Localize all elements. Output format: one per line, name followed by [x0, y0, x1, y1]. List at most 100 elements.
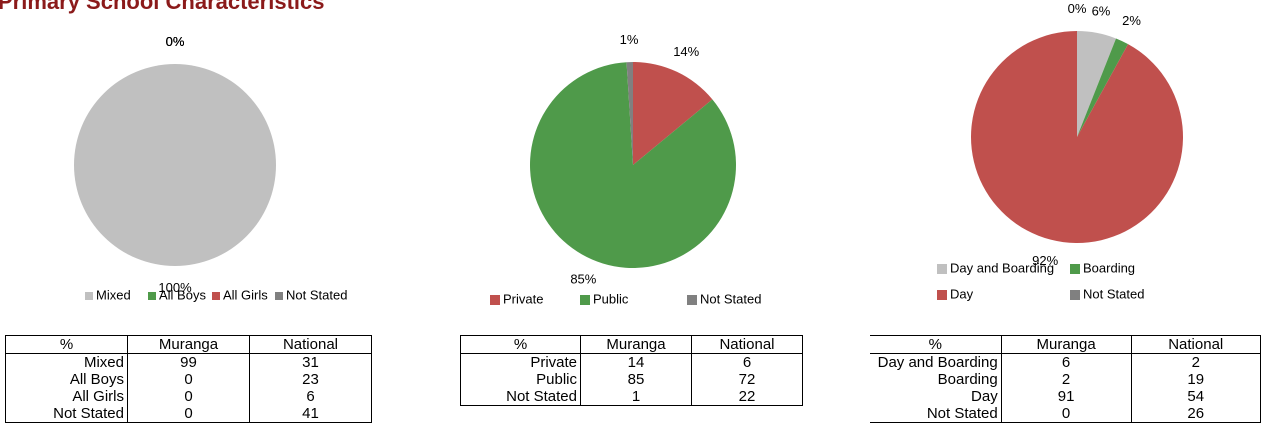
- table-row: Day and Boarding 6 2: [870, 353, 1261, 371]
- table-cell: 31: [249, 353, 372, 371]
- slice-label: 6%: [1092, 3, 1111, 18]
- table-row: Not Stated 0 41: [5, 405, 372, 423]
- legend-swatch: [1070, 264, 1080, 274]
- data-table: % Muranga National Private 14 6 Public 85 72 Not …: [460, 335, 803, 406]
- legend-label: Public: [593, 291, 629, 306]
- legend-label: Boarding: [1083, 260, 1135, 275]
- table-cell: 6: [249, 388, 372, 405]
- slice-label: 0%: [166, 34, 185, 49]
- legend-swatch: [687, 295, 697, 305]
- table-row: All Girls 0 6: [5, 388, 372, 405]
- slice-label: 100%: [158, 280, 192, 295]
- slice-label: 0%: [1068, 1, 1087, 16]
- table-row: All Boys 0 23: [5, 371, 372, 388]
- table-cell: National: [1130, 335, 1261, 354]
- table-cell: 26: [1130, 405, 1261, 423]
- table-cell: 91: [1000, 388, 1131, 405]
- table-cell: %: [870, 335, 1002, 354]
- legend-label: Mixed: [96, 287, 131, 302]
- table-cell: 6: [691, 353, 803, 371]
- table-cell: 99: [127, 353, 250, 371]
- table-cell: 41: [249, 405, 372, 423]
- pie-slice: [74, 64, 276, 266]
- table-cell: All Boys: [5, 371, 128, 388]
- legend-label: Not Stated: [1083, 286, 1144, 301]
- pie-slice: [1077, 31, 1117, 137]
- legend-label: Private: [503, 291, 543, 306]
- table-header: % Muranga National: [5, 335, 372, 354]
- table-cell: Muranga: [1000, 335, 1131, 354]
- slice-label: 1%: [620, 32, 639, 47]
- table-cell: Not Stated: [5, 405, 128, 423]
- table-cell: 2: [1130, 353, 1261, 371]
- table-cell: %: [460, 335, 581, 354]
- pie-slice: [626, 62, 633, 165]
- slice-label: 0%: [166, 34, 185, 49]
- table-row: Public 85 72: [460, 371, 803, 388]
- table-row: Not Stated 0 26: [870, 405, 1261, 423]
- slice-label: 0%: [166, 34, 185, 49]
- table-cell: 2: [1000, 371, 1131, 388]
- legend-swatch: [275, 292, 283, 300]
- pie-slice: [633, 62, 713, 165]
- data-table: % Muranga National Day and Boarding 6 2 Boardi…: [870, 335, 1261, 423]
- table-cell: 0: [1000, 405, 1131, 423]
- legend-swatch: [937, 264, 947, 274]
- table-cell: Muranga: [127, 335, 250, 354]
- pie-slice: [971, 31, 1184, 243]
- legend-label: Day: [950, 286, 974, 301]
- table-cell: 0: [127, 371, 250, 388]
- pie-slice: [1077, 38, 1129, 137]
- table-cell: Muranga: [580, 335, 692, 354]
- slice-label: 14%: [673, 44, 699, 59]
- slice-label: 2%: [1122, 13, 1141, 28]
- table-cell: 14: [580, 353, 692, 371]
- table-cell: Boarding: [937, 370, 998, 388]
- table-cell: Private: [460, 353, 581, 371]
- table-cell: 85: [580, 371, 692, 388]
- table-cell: Not Stated: [870, 405, 1002, 423]
- table-cell: Day: [971, 387, 998, 405]
- legend-label: All Boys: [159, 287, 206, 302]
- legend-swatch: [937, 290, 947, 300]
- data-table: % Muranga National Mixed 99 31 All Boys 0 23 All …: [5, 335, 372, 423]
- legend-label: Not Stated: [286, 287, 347, 302]
- table-row: Not Stated 1 22: [460, 388, 803, 406]
- table-cell: 23: [249, 371, 372, 388]
- table-cell: National: [691, 335, 803, 354]
- table-cell: 54: [1130, 388, 1261, 405]
- table-cell: National: [249, 335, 372, 354]
- table-cell: All Girls: [5, 388, 128, 405]
- legend-label: Day and Boarding: [950, 260, 1054, 275]
- table-row: Day 91 54: [870, 388, 1261, 405]
- legend-swatch: [490, 295, 500, 305]
- table-header: % Muranga National: [460, 335, 803, 354]
- legend-label: All Girls: [223, 287, 268, 302]
- legend-swatch: [148, 292, 156, 300]
- table-cell: Not Stated: [460, 388, 581, 406]
- table-cell: Day and Boarding: [877, 353, 998, 371]
- table-cell: 19: [1130, 371, 1261, 388]
- legend-swatch: [85, 292, 93, 300]
- page-title: Primary School Characteristics: [0, 0, 324, 14]
- legend-swatch: [1070, 290, 1080, 300]
- legend-swatch: [212, 292, 220, 300]
- table-cell: 0: [127, 388, 250, 405]
- slice-label: 92%: [1032, 253, 1058, 268]
- table-cell: 1: [580, 388, 692, 406]
- pie-slice: [530, 62, 736, 268]
- table-cell: Public: [460, 371, 581, 388]
- legend-label: Not Stated: [700, 291, 761, 306]
- table-cell: 0: [127, 405, 250, 423]
- table-row: Boarding 2 19: [870, 371, 1261, 388]
- legend-swatch: [580, 295, 590, 305]
- table-cell: Mixed: [5, 353, 128, 371]
- table-cell: %: [5, 335, 128, 354]
- table-cell: 72: [691, 371, 803, 388]
- table-header: % Muranga National: [870, 335, 1261, 354]
- table-row: Mixed 99 31: [5, 353, 372, 371]
- table-cell: 6: [1000, 353, 1131, 371]
- table-row: Private 14 6: [460, 353, 803, 371]
